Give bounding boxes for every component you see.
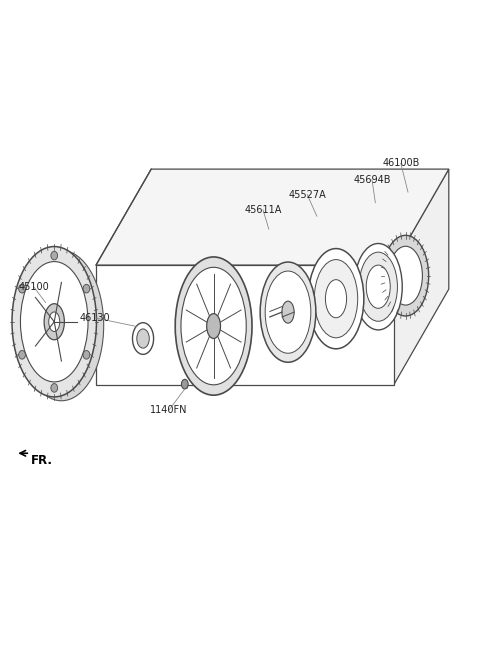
Text: FR.: FR. (31, 455, 53, 468)
Ellipse shape (260, 262, 316, 362)
Ellipse shape (51, 252, 58, 260)
Ellipse shape (359, 252, 397, 321)
Text: 45100: 45100 (18, 282, 49, 291)
Ellipse shape (12, 246, 96, 397)
Ellipse shape (314, 259, 358, 338)
Ellipse shape (83, 284, 90, 293)
Ellipse shape (19, 250, 104, 401)
Polygon shape (96, 265, 394, 385)
Ellipse shape (181, 379, 188, 389)
Text: 45611A: 45611A (244, 205, 282, 215)
Polygon shape (394, 169, 449, 385)
Text: 45527A: 45527A (288, 189, 326, 200)
Ellipse shape (325, 280, 347, 318)
Ellipse shape (265, 271, 311, 353)
Ellipse shape (83, 350, 90, 359)
Ellipse shape (366, 265, 390, 309)
Ellipse shape (51, 384, 58, 392)
Polygon shape (96, 169, 449, 265)
Ellipse shape (21, 261, 88, 382)
Ellipse shape (44, 304, 64, 340)
Ellipse shape (19, 350, 25, 359)
Ellipse shape (354, 244, 402, 330)
Ellipse shape (181, 267, 246, 384)
Ellipse shape (175, 257, 252, 395)
Text: 1140FN: 1140FN (150, 405, 188, 415)
Ellipse shape (308, 249, 364, 349)
Text: 46130: 46130 (80, 313, 110, 323)
Text: 46100B: 46100B (382, 159, 420, 168)
Ellipse shape (282, 301, 294, 323)
Text: 45694B: 45694B (353, 175, 391, 185)
Ellipse shape (19, 284, 25, 293)
Ellipse shape (383, 235, 429, 316)
Ellipse shape (132, 323, 154, 354)
Ellipse shape (49, 312, 60, 331)
Ellipse shape (137, 329, 149, 348)
Ellipse shape (207, 314, 220, 339)
Ellipse shape (389, 246, 422, 305)
